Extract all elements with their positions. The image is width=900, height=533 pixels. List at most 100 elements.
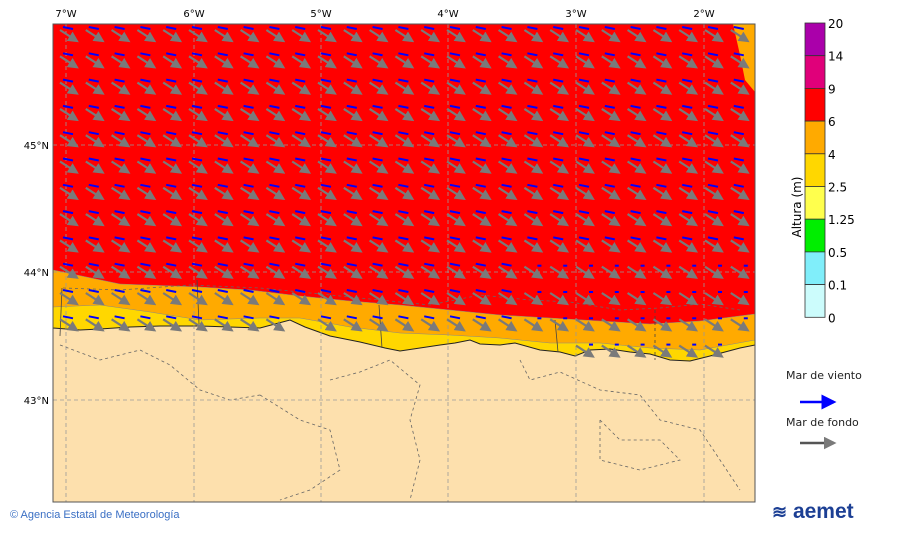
wind-sea-arrow xyxy=(191,131,203,136)
wind-sea-arrow xyxy=(501,131,512,136)
wind-sea-arrow xyxy=(398,289,409,293)
wind-sea-arrow xyxy=(553,78,564,83)
swell-arrow xyxy=(265,55,286,69)
wind-sea-arrow xyxy=(114,183,125,188)
lon-label: 3°W xyxy=(565,9,586,20)
wind-sea-arrow xyxy=(140,131,151,136)
swell-arrow xyxy=(188,213,208,227)
swell-arrow xyxy=(652,213,673,227)
wind-sea-arrow xyxy=(372,52,383,57)
wind-sea-arrow xyxy=(372,183,383,188)
swell-arrow xyxy=(704,344,724,358)
colorbar-tick-label: 2.5 xyxy=(828,181,847,195)
wind-sea-arrow xyxy=(501,157,512,162)
wind-sea-arrow xyxy=(424,78,435,83)
colorbar-tick-label: 0.1 xyxy=(828,279,847,293)
swell-arrow xyxy=(240,160,260,174)
wind-sea-arrow xyxy=(243,315,254,320)
swell-arrow xyxy=(730,107,750,122)
lon-label: 4°W xyxy=(437,9,458,20)
wind-sea-arrow xyxy=(191,315,203,320)
swell-arrow xyxy=(420,186,441,200)
swell-arrow xyxy=(420,213,441,227)
wind-sea-arrow xyxy=(140,236,151,241)
logo-text: aemet xyxy=(792,500,854,523)
swell-arrow xyxy=(162,265,183,279)
wind-sea-arrow xyxy=(578,78,590,83)
swell-arrow xyxy=(136,186,157,200)
wind-sea-arrow xyxy=(320,236,332,241)
swell-arrow xyxy=(627,344,647,358)
wind-sea-arrow xyxy=(682,157,693,162)
wind-sea-arrow xyxy=(578,104,590,109)
swell-arrow xyxy=(265,265,286,279)
swell-arrow xyxy=(214,292,234,306)
swell-arrow xyxy=(420,134,441,148)
wind-sea-arrow xyxy=(527,104,538,109)
swell-arrow xyxy=(265,107,286,122)
swell-arrow xyxy=(678,265,699,279)
wind-sea-arrow xyxy=(62,131,74,136)
swell-arrow xyxy=(601,55,621,69)
swell-arrow xyxy=(446,213,466,227)
swell-arrow xyxy=(343,292,363,306)
swell-arrow xyxy=(446,29,466,43)
swell-arrow xyxy=(162,213,183,227)
wind-sea-arrow xyxy=(320,52,332,57)
wind-sea-arrow xyxy=(656,183,667,188)
wind-sea-arrow xyxy=(398,131,409,136)
wind-sea-arrow xyxy=(88,210,99,215)
swell-arrow xyxy=(575,134,595,148)
wind-sea-arrow xyxy=(320,26,332,30)
lon-labels: 7°W 6°W 5°W 4°W 3°W 2°W xyxy=(55,9,714,20)
swell-arrow xyxy=(704,318,724,332)
wind-sea-arrow xyxy=(166,157,177,162)
wind-sea-arrow xyxy=(166,52,177,57)
wind-sea-arrow xyxy=(553,157,564,162)
swell-arrow xyxy=(394,265,415,279)
wind-sea-arrow xyxy=(62,104,74,109)
swell-arrow xyxy=(291,55,312,69)
swell-arrow xyxy=(317,29,337,43)
wind-sea-arrow xyxy=(372,236,383,241)
lat-label: 43°N xyxy=(24,396,49,407)
swell-arrow xyxy=(369,318,389,332)
wind-sea-arrow xyxy=(372,315,383,320)
wind-sea-arrow xyxy=(707,236,719,241)
swell-arrow xyxy=(162,292,183,306)
wind-sea-arrow xyxy=(166,236,177,241)
wind-sea-arrow xyxy=(166,183,177,188)
swell-arrow xyxy=(730,55,750,69)
wind-sea-arrow xyxy=(707,183,719,188)
wind-sea-arrow xyxy=(269,210,280,215)
wind-sea-arrow xyxy=(527,210,538,215)
swell-arrow xyxy=(369,239,389,253)
wind-sea-arrow xyxy=(295,262,306,267)
swell-arrow xyxy=(394,213,415,227)
wind-sea-arrow xyxy=(475,236,486,241)
legend-arrows xyxy=(800,394,837,450)
swell-arrow xyxy=(575,265,595,279)
swell-arrow xyxy=(369,107,389,122)
wind-sea-arrow xyxy=(295,183,306,188)
wind-sea-arrow xyxy=(733,236,744,241)
swell-arrow xyxy=(162,239,183,253)
swell-arrow xyxy=(704,134,724,148)
swell-arrow xyxy=(291,160,312,174)
wind-sea-arrow xyxy=(682,236,693,241)
swell-arrow xyxy=(601,107,621,122)
swell-arrow xyxy=(678,55,699,69)
wind-sea-arrow xyxy=(372,26,383,30)
wind-sea-arrow xyxy=(243,289,254,293)
swell-arrow xyxy=(523,81,544,95)
wind-sea-arrow xyxy=(553,210,564,215)
wind-sea-arrow xyxy=(217,262,228,267)
lon-label: 5°W xyxy=(310,9,331,20)
wind-sea-arrow xyxy=(191,289,203,293)
wind-sea-arrow xyxy=(295,26,306,30)
wind-sea-arrow xyxy=(656,236,667,241)
swell-arrow xyxy=(523,29,544,43)
swell-arrow xyxy=(652,160,673,174)
swell-arrow xyxy=(575,344,595,358)
swell-arrow xyxy=(317,318,337,332)
